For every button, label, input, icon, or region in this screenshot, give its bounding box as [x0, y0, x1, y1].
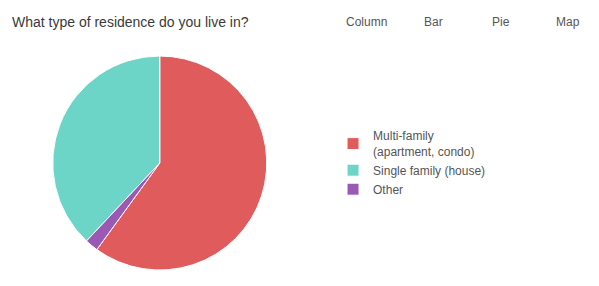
svg-text:Multi-family(apartment, condo): Multi-family(apartment, condo): [373, 129, 474, 159]
svg-text:Single family (house): Single family (house): [373, 164, 485, 178]
svg-text:Other: Other: [373, 183, 403, 197]
svg-text:Column: Column: [346, 15, 387, 29]
svg-text:Map: Map: [556, 15, 580, 29]
svg-text:Bar: Bar: [424, 15, 443, 29]
svg-text:What type of residence do you: What type of residence do you live in?: [12, 14, 249, 30]
svg-text:Pie: Pie: [492, 15, 510, 29]
